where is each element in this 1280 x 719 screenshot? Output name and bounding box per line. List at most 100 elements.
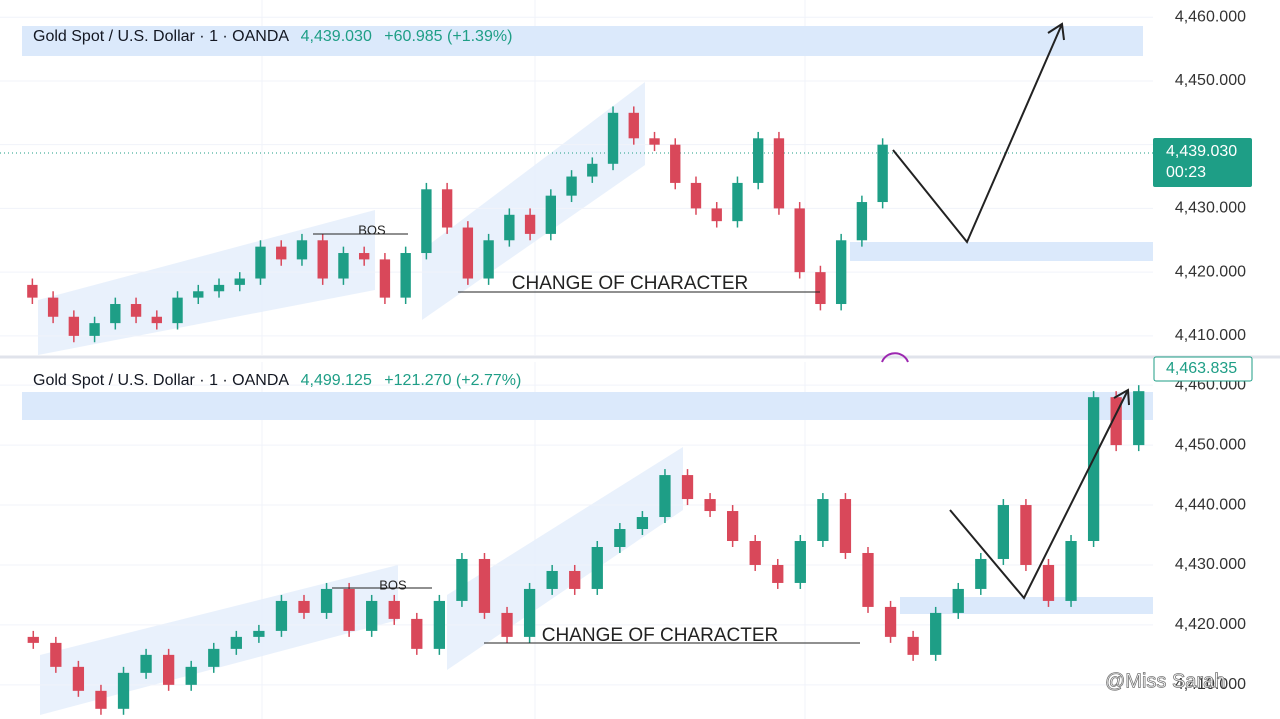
candle-body (907, 636, 919, 655)
candle-body (130, 304, 142, 317)
y-tick-label: 4,450.000 (1175, 436, 1246, 453)
candle-body (591, 546, 603, 589)
y-tick-label: 4,410.000 (1175, 327, 1246, 344)
candle-body (773, 138, 785, 209)
candle-body (296, 240, 308, 260)
candle-body (50, 642, 62, 667)
price-badge-top: 4,439.030 00:23 (1153, 138, 1252, 187)
drawings-top (313, 22, 1065, 293)
badge-bg (1153, 138, 1252, 187)
candle-body (95, 690, 107, 709)
price-badge-bottom: 4,463.835 (1153, 356, 1253, 382)
candle-body (670, 144, 681, 183)
y-tick-label: 4,430.000 (1175, 200, 1246, 217)
candle-body (566, 176, 577, 196)
candle-body (72, 666, 85, 691)
badge-price: 4,463.835 (1166, 360, 1237, 377)
change: +60.985 (+1.39%) (384, 28, 512, 45)
overlays-top (0, 26, 1153, 355)
y-tick-label: 4,440.000 (1175, 496, 1246, 513)
candle-body (441, 189, 453, 228)
y-tick-label: 4,420.000 (1175, 616, 1246, 633)
y-tick-label: 4,430.000 (1175, 556, 1246, 573)
badge-countdown: 00:23 (1166, 164, 1206, 181)
candle-body (421, 189, 432, 254)
candle-body (483, 240, 494, 279)
channel (38, 210, 375, 355)
candle-body (47, 297, 59, 317)
candle-body (636, 517, 649, 530)
candle-body (1110, 397, 1122, 446)
candle-body (877, 144, 888, 203)
candle-body (234, 278, 245, 285)
symbol: Gold Spot / U.S. Dollar · 1 · OANDA (33, 372, 289, 389)
candle-body (587, 163, 598, 177)
choch-label: CHANGE OF CHARACTER (542, 625, 778, 646)
candle-body (753, 138, 764, 183)
candle-body (68, 316, 80, 336)
candle-body (338, 253, 349, 279)
candle-body (185, 666, 197, 685)
bos-label: BOS (379, 577, 407, 592)
candle-body (815, 272, 826, 305)
candle-body (545, 195, 557, 234)
candle-body (255, 246, 266, 279)
candle-body (628, 112, 639, 139)
candle-body (117, 672, 130, 709)
arrow-head (1047, 22, 1065, 41)
candle-body (704, 499, 716, 512)
candle-body (930, 612, 942, 655)
candle-body (690, 182, 702, 209)
demand-zone (900, 597, 1153, 614)
channel (422, 82, 645, 320)
change: +121.270 (+2.77%) (384, 372, 521, 389)
candle-body (975, 558, 987, 589)
candle-body (749, 540, 761, 565)
badge-bg (1153, 356, 1253, 382)
candle-body (89, 323, 100, 336)
candle-body (711, 208, 722, 222)
candle-body (478, 558, 491, 613)
candle-body (817, 499, 829, 541)
candle-body (193, 291, 204, 298)
candle-body (1133, 391, 1145, 446)
supply-zone (22, 26, 1143, 56)
candle-body (27, 284, 38, 298)
candle-body (523, 588, 536, 637)
candle-body (607, 112, 619, 164)
choch-label: CHANGE OF CHARACTER (512, 273, 748, 294)
candle-body (1087, 397, 1100, 541)
candle-body (388, 600, 400, 619)
candle-body (456, 558, 468, 601)
last-price: 4,499.125 (301, 372, 372, 389)
header: Gold Spot / U.S. Dollar · 1 · OANDA 4,49… (33, 372, 521, 389)
projection-arrow (949, 389, 1129, 600)
candle-body (366, 600, 378, 631)
candle-body (856, 202, 868, 241)
arrow-head (1113, 388, 1130, 406)
candle-body (298, 600, 310, 613)
candle-body (1065, 540, 1077, 601)
candle-body (343, 588, 355, 631)
candle-body (379, 259, 391, 298)
candle-body (172, 297, 183, 324)
candle-body (732, 182, 743, 222)
candle-body (727, 511, 739, 541)
candle-body (110, 304, 121, 324)
candle-body (276, 246, 287, 260)
header: Gold Spot / U.S. Dollar · 1 · OANDA 4,43… (33, 28, 512, 45)
y-tick-label: 4,420.000 (1175, 263, 1246, 280)
candle-body (997, 505, 1009, 559)
candle-body (230, 636, 242, 649)
candle-body (208, 648, 220, 667)
candle-body (275, 600, 288, 631)
candle-body (794, 208, 805, 273)
y-tick-label: 4,460.000 (1175, 8, 1246, 25)
candle-body (794, 540, 806, 583)
candle-body (27, 636, 39, 643)
candle-body (400, 253, 411, 298)
symbol: Gold Spot / U.S. Dollar · 1 · OANDA (33, 28, 289, 45)
demand-zone (850, 242, 1153, 261)
candles-top (0, 16, 1153, 343)
